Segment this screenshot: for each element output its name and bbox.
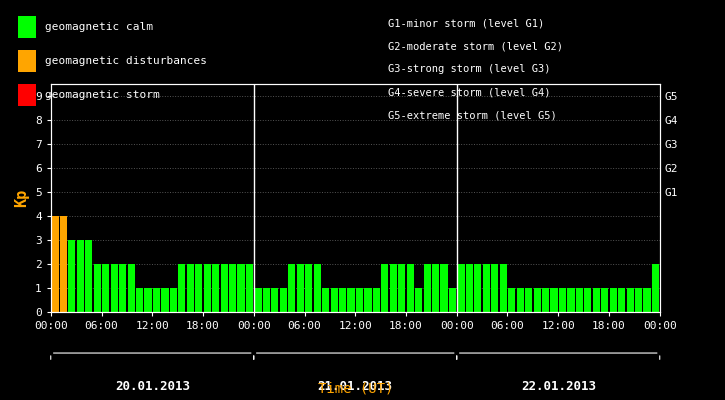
Bar	[618, 288, 625, 312]
Bar	[365, 288, 371, 312]
Bar	[550, 288, 558, 312]
Bar	[254, 288, 262, 312]
Bar	[60, 216, 67, 312]
Bar	[220, 264, 228, 312]
Bar	[517, 288, 523, 312]
Text: geomagnetic calm: geomagnetic calm	[45, 22, 153, 32]
Bar	[423, 264, 431, 312]
Bar	[356, 288, 363, 312]
Text: 22.01.2013: 22.01.2013	[521, 380, 596, 393]
Bar	[289, 264, 295, 312]
Bar	[568, 288, 574, 312]
Bar	[111, 264, 117, 312]
Bar	[263, 288, 270, 312]
Bar	[86, 240, 92, 312]
Text: G3-strong storm (level G3): G3-strong storm (level G3)	[388, 64, 550, 74]
Bar	[390, 264, 397, 312]
Bar	[94, 264, 101, 312]
Bar	[534, 288, 541, 312]
Bar	[644, 288, 650, 312]
Bar	[280, 288, 287, 312]
Text: geomagnetic storm: geomagnetic storm	[45, 90, 160, 100]
Bar	[610, 288, 617, 312]
Bar	[128, 264, 135, 312]
Bar	[331, 288, 338, 312]
Bar	[347, 288, 355, 312]
Bar	[457, 264, 465, 312]
Bar	[542, 288, 549, 312]
Bar	[635, 288, 642, 312]
Bar	[626, 288, 634, 312]
Bar	[500, 264, 507, 312]
Bar	[576, 288, 583, 312]
Text: 20.01.2013: 20.01.2013	[115, 380, 190, 393]
Bar	[381, 264, 389, 312]
Bar	[314, 264, 320, 312]
Bar	[204, 264, 211, 312]
Bar	[178, 264, 186, 312]
Bar	[119, 264, 126, 312]
Text: G1-minor storm (level G1): G1-minor storm (level G1)	[388, 18, 544, 28]
Bar	[525, 288, 532, 312]
Bar	[322, 288, 329, 312]
Text: 21.01.2013: 21.01.2013	[318, 380, 393, 393]
Bar	[398, 264, 405, 312]
Bar	[77, 240, 84, 312]
Bar	[136, 288, 143, 312]
Bar	[339, 288, 346, 312]
Bar	[238, 264, 244, 312]
Bar	[144, 288, 152, 312]
Bar	[170, 288, 177, 312]
Text: geomagnetic disturbances: geomagnetic disturbances	[45, 56, 207, 66]
Bar	[153, 288, 160, 312]
Bar	[51, 216, 59, 312]
Bar	[466, 264, 473, 312]
Bar	[432, 264, 439, 312]
Bar	[68, 240, 75, 312]
Bar	[246, 264, 253, 312]
Bar	[271, 288, 278, 312]
Bar	[483, 264, 490, 312]
Bar	[584, 288, 592, 312]
Bar	[195, 264, 202, 312]
Bar	[297, 264, 304, 312]
Bar	[415, 288, 422, 312]
Bar	[162, 288, 168, 312]
Y-axis label: Kp: Kp	[14, 189, 30, 207]
Bar	[508, 288, 515, 312]
Bar	[229, 264, 236, 312]
Bar	[102, 264, 109, 312]
Text: G4-severe storm (level G4): G4-severe storm (level G4)	[388, 88, 550, 98]
Bar	[652, 264, 659, 312]
Bar	[601, 288, 608, 312]
Text: Time (UT): Time (UT)	[318, 382, 393, 396]
Bar	[373, 288, 380, 312]
Bar	[212, 264, 219, 312]
Bar	[492, 264, 498, 312]
Bar	[474, 264, 481, 312]
Bar	[449, 288, 456, 312]
Bar	[305, 264, 312, 312]
Bar	[407, 264, 414, 312]
Bar	[441, 264, 447, 312]
Bar	[187, 264, 194, 312]
Text: G2-moderate storm (level G2): G2-moderate storm (level G2)	[388, 41, 563, 51]
Text: G5-extreme storm (level G5): G5-extreme storm (level G5)	[388, 111, 557, 121]
Bar	[559, 288, 566, 312]
Bar	[593, 288, 600, 312]
